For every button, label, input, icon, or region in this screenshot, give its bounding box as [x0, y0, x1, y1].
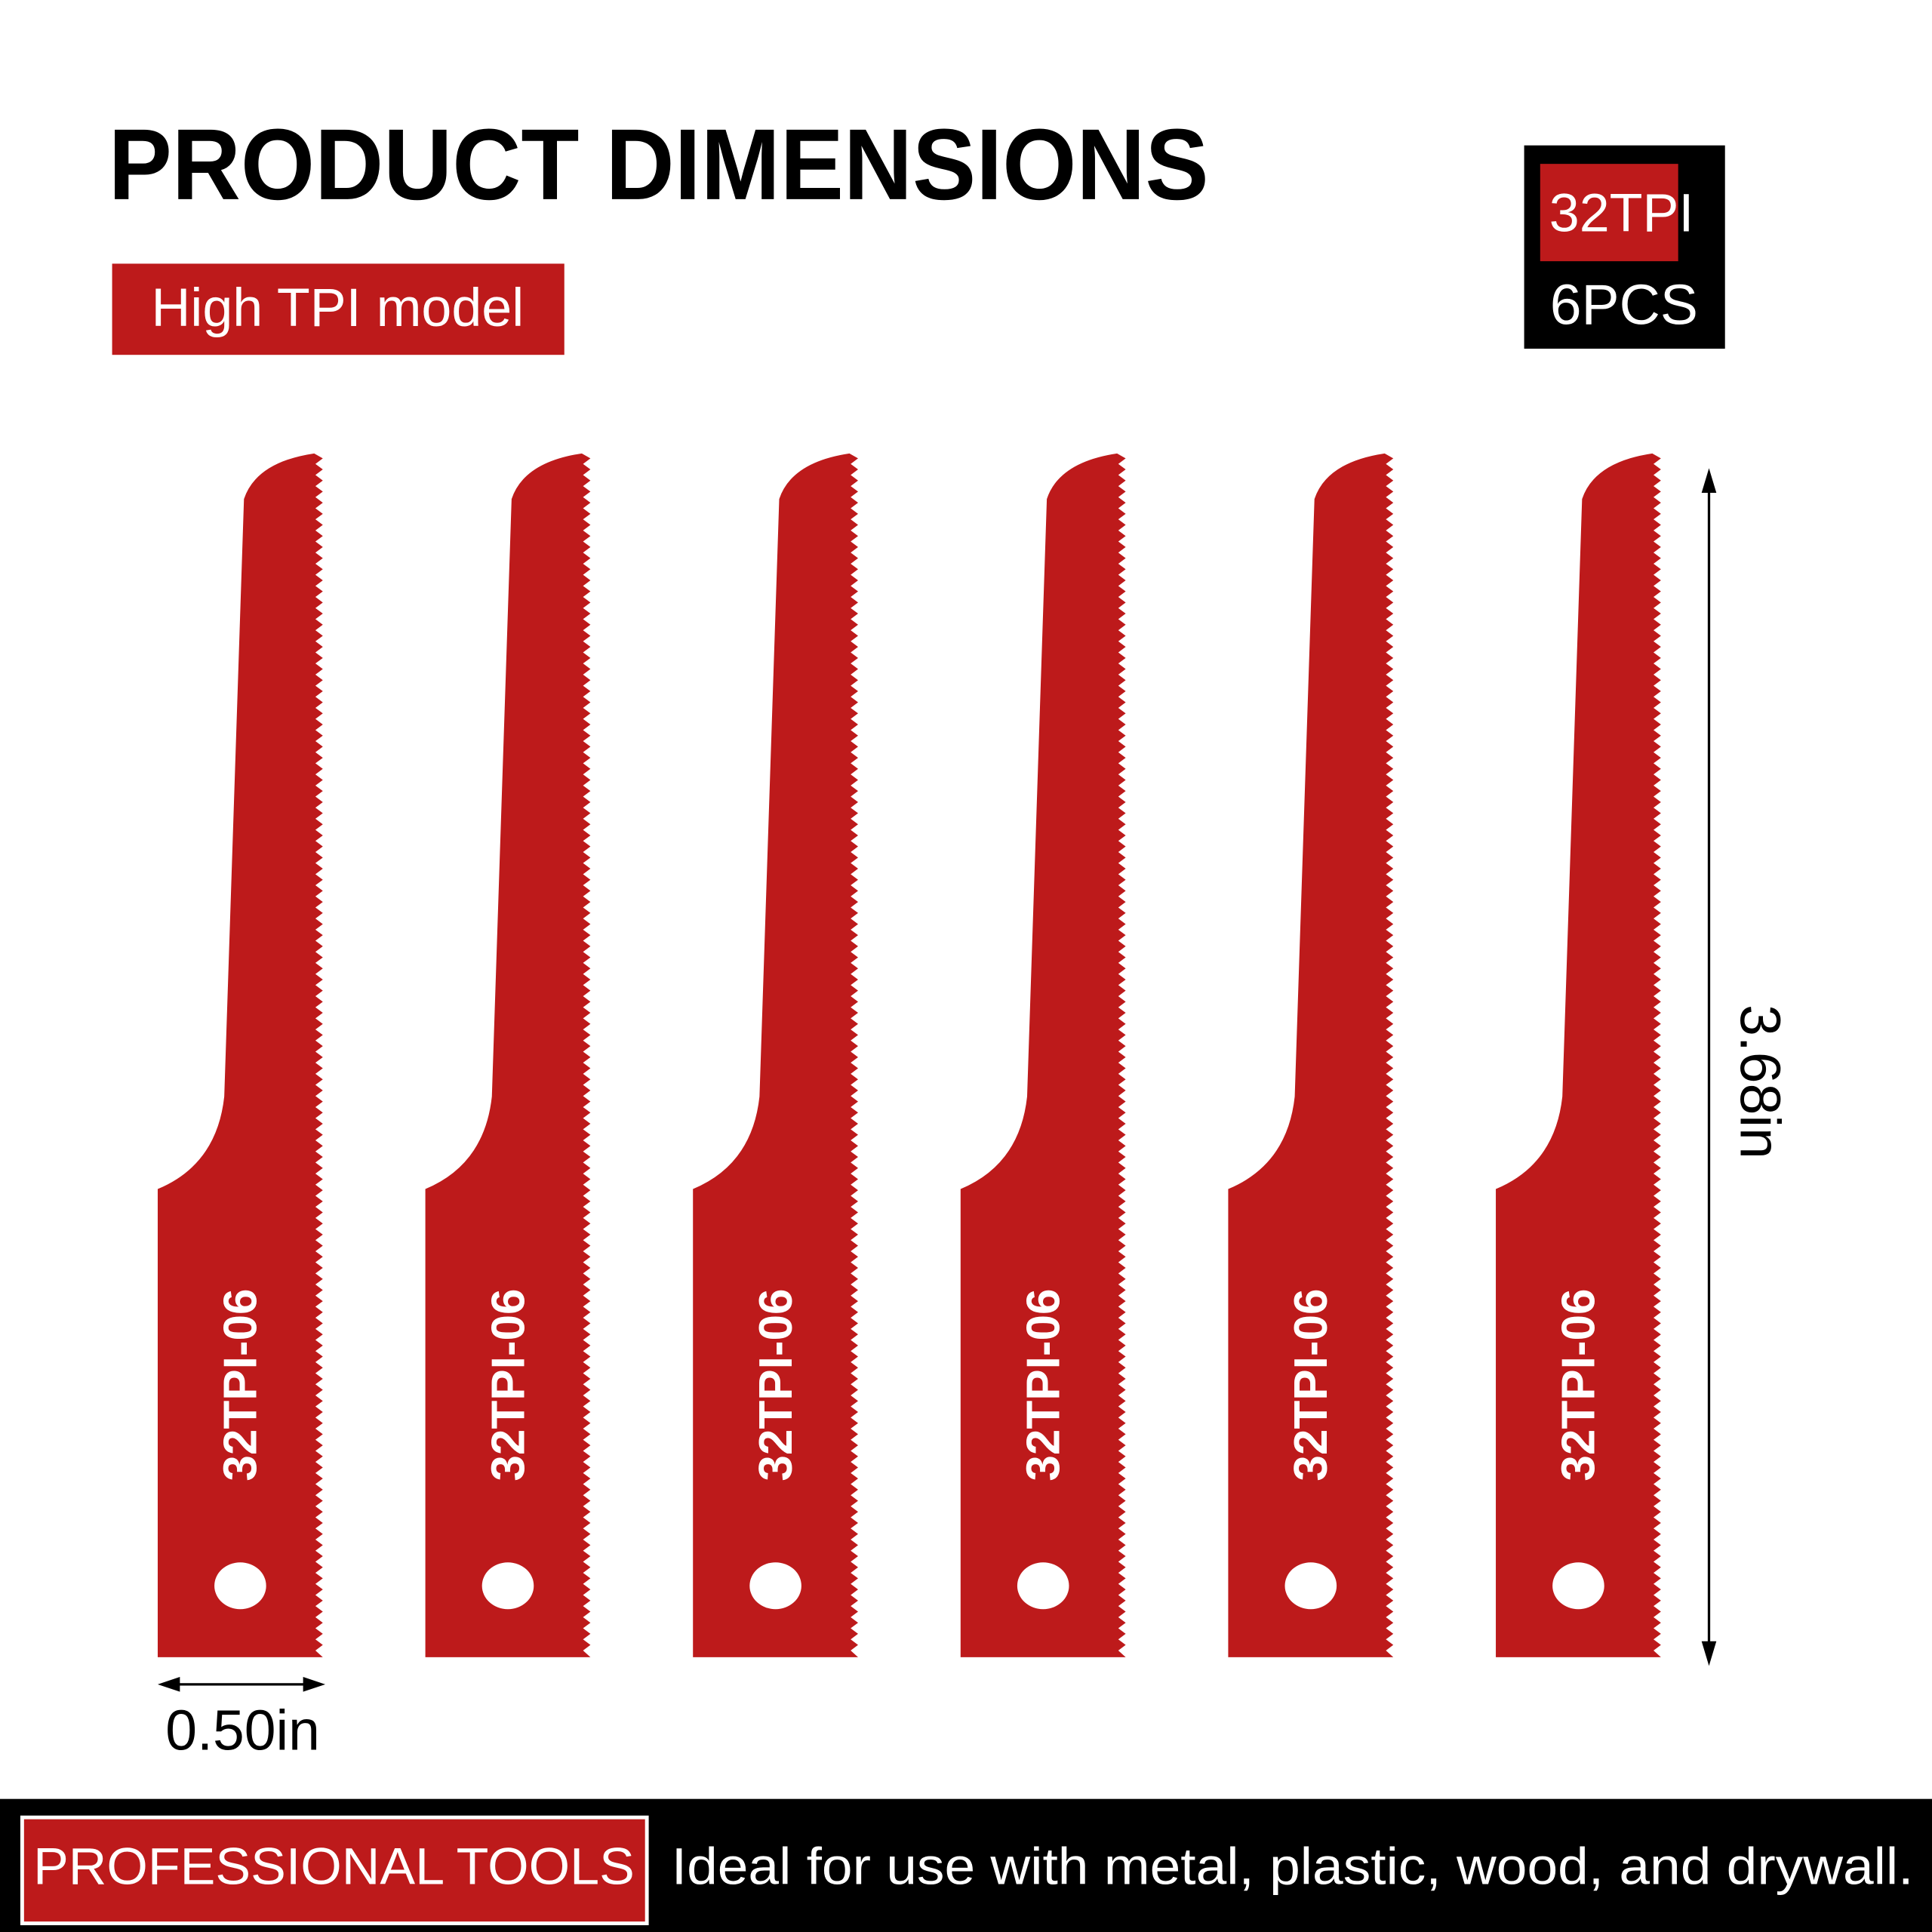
- blade-label: 32TPI-06: [215, 1289, 267, 1481]
- blade: [157, 453, 323, 1657]
- blade-label: 32TPI-06: [1553, 1289, 1605, 1481]
- blade-hole: [214, 1562, 266, 1610]
- subtitle: High TPI model: [151, 278, 524, 338]
- blade-hole: [749, 1562, 801, 1610]
- title: PRODUCT DIMENSIONS: [109, 109, 1209, 221]
- badge-tpi: 32TPI: [1549, 183, 1694, 243]
- length-label: 3.68in: [1729, 1004, 1792, 1159]
- badge-count: 6PCS: [1550, 273, 1698, 337]
- footer-tag: PROFESSIONAL TOOLS: [33, 1837, 635, 1895]
- blade: [1496, 453, 1661, 1657]
- blade: [425, 453, 591, 1657]
- blade-label: 32TPI-06: [750, 1289, 802, 1481]
- blades: 32TPI-06 32TPI-06 32TPI-06 32TPI-06 32TPI-06…: [157, 453, 1661, 1657]
- blade: [693, 453, 858, 1657]
- badge-tpi-box: [1540, 164, 1678, 262]
- blade-label: 32TPI-06: [1285, 1289, 1337, 1481]
- blade-hole: [481, 1562, 534, 1610]
- subtitle-box: [112, 263, 565, 355]
- footer-text: Ideal for use with metal, plastic, wood,…: [672, 1837, 1914, 1895]
- blade-hole: [1017, 1562, 1069, 1610]
- blade-hole: [1284, 1562, 1337, 1610]
- blade-label: 32TPI-06: [482, 1289, 534, 1481]
- blade: [960, 453, 1126, 1657]
- blade-label: 32TPI-06: [1017, 1289, 1069, 1481]
- width-label: 0.50in: [165, 1699, 320, 1762]
- blade-hole: [1552, 1562, 1604, 1610]
- blade: [1228, 453, 1394, 1657]
- footer-tag-box: [20, 1815, 649, 1926]
